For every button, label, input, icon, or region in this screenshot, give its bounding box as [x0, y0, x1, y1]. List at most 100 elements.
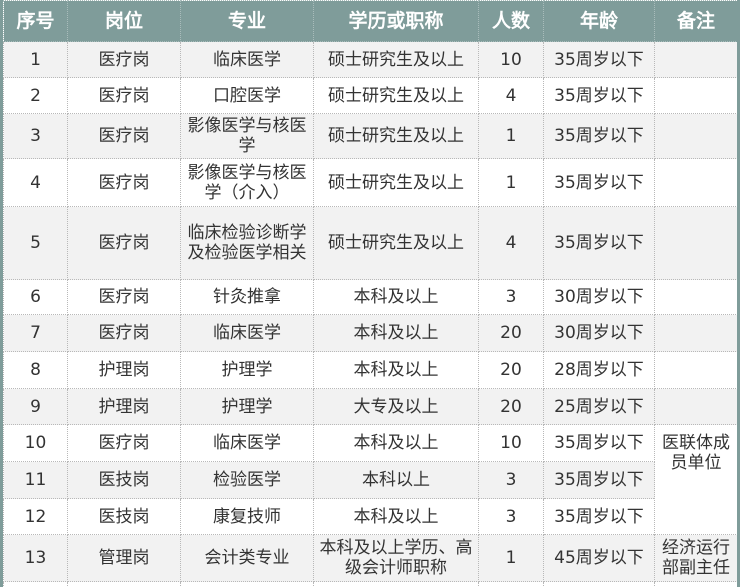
cell-major: 临床医学: [180, 314, 314, 352]
cell-edu: 硕士研究生及以上: [313, 41, 479, 78]
cell-count: 4: [478, 206, 544, 280]
cell-post: 护理岗: [67, 388, 181, 425]
cell-no: 10: [3, 424, 68, 462]
cell-post: 护理岗: [67, 351, 181, 389]
cell-note: [654, 113, 737, 159]
header-count: 人数: [478, 0, 544, 42]
cell-no: 4: [3, 158, 68, 207]
table-row: 3 医疗岗 影像医学与核医学 硕士研究生及以上 1 35周岁以下: [3, 113, 737, 159]
cell-count: 10: [478, 41, 544, 78]
cell-no: 5: [3, 206, 68, 280]
cell-post: 医疗岗: [67, 41, 181, 78]
cell-empty: [180, 581, 314, 587]
cell-major: 会计类专业: [180, 534, 314, 582]
cell-post: 医疗岗: [67, 206, 181, 280]
cell-edu: 本科及以上: [313, 314, 479, 352]
cell-count: 4: [478, 77, 544, 114]
cell-count: 3: [478, 498, 544, 535]
cell-no: 3: [3, 113, 68, 159]
cell-count: 1: [478, 158, 544, 207]
cell-note: [654, 314, 737, 352]
cell-edu: 本科及以上: [313, 351, 479, 389]
table-row: 11 医技岗 检验医学 本科以上 3 35周岁以下: [3, 461, 738, 499]
cell-note: [654, 77, 737, 114]
table-row: 7 医疗岗 临床医学 本科及以上 20 30周岁以下: [3, 314, 737, 352]
header-major: 专业: [180, 0, 314, 42]
cell-no: 12: [3, 498, 68, 535]
cell-age: 35周岁以下: [543, 206, 655, 280]
cell-edu: 本科及以上: [313, 424, 479, 462]
cell-no: 2: [3, 77, 68, 114]
cell-post: 医疗岗: [67, 113, 181, 159]
cell-count: 3: [478, 461, 544, 499]
cell-empty: [3, 581, 68, 587]
table-row: 10 医疗岗 临床医学 本科及以上 10 35周岁以下 医联体成员单位: [3, 424, 737, 535]
cell-age: 35周岁以下: [543, 113, 655, 159]
table-row: 5 医疗岗 临床检验诊断学及检验医学相关 硕士研究生及以上 4 35周岁以下: [3, 206, 737, 280]
cell-edu: 本科及以上: [313, 279, 479, 315]
cell-major: 检验医学: [180, 461, 314, 499]
cell-no: 8: [3, 351, 68, 389]
cell-edu: 硕士研究生及以上: [313, 158, 479, 207]
table-row: 1 医疗岗 临床医学 硕士研究生及以上 10 35周岁以下: [3, 41, 737, 78]
cell-post: 医疗岗: [67, 158, 181, 207]
cell-edu: 本科及以上: [313, 498, 479, 535]
cell-age: 28周岁以下: [543, 351, 655, 389]
cell-edu: 硕士研究生及以上: [313, 113, 479, 159]
cell-empty: [543, 581, 655, 587]
cell-age: 30周岁以下: [543, 279, 655, 315]
cell-age: 45周岁以下: [543, 534, 655, 582]
cell-note: [654, 388, 737, 425]
cell-note: [654, 41, 737, 78]
table-row: 9 护理岗 护理学 大专及以上 20 25周岁以下: [3, 388, 737, 425]
cell-no: 9: [3, 388, 68, 425]
cell-count: 1: [478, 534, 544, 582]
cell-count: 10: [478, 424, 544, 462]
cell-age: 25周岁以下: [543, 388, 655, 425]
header-post: 岗位: [67, 0, 181, 42]
cell-empty: [67, 581, 181, 587]
cell-major: 临床医学: [180, 424, 314, 462]
cell-age: 35周岁以下: [543, 424, 655, 462]
table-row: 13 管理岗 会计类专业 本科及以上学历、高级会计师职称 1 45周岁以下 经济运行部副主任: [3, 534, 737, 582]
cell-major: 护理学: [180, 351, 314, 389]
cell-major: 针灸推拿: [180, 279, 314, 315]
cell-note: 医联体成员单位: [654, 424, 737, 535]
cell-age: 35周岁以下: [543, 77, 655, 114]
cell-note: [654, 279, 737, 315]
cell-major: 影像医学与核医学（介入）: [180, 158, 314, 207]
cell-post: 医疗岗: [67, 424, 181, 462]
table-row: 6 医疗岗 针灸推拿 本科及以上 3 30周岁以下: [3, 279, 737, 315]
cell-note: [654, 351, 737, 389]
cell-major: 康复技师: [180, 498, 314, 535]
cell-no: 6: [3, 279, 68, 315]
cell-major: 临床医学: [180, 41, 314, 78]
cell-empty: [478, 581, 544, 587]
cell-no: 1: [3, 41, 68, 78]
table-row: [3, 581, 737, 587]
header-note: 备注: [654, 0, 737, 42]
cell-empty: [313, 581, 479, 587]
cell-edu: 本科以上: [313, 461, 479, 499]
recruitment-table: 序号 岗位 专业 学历或职称 人数 年龄 备注 1 医疗岗 临床医学 硕士研究生及以上…: [3, 0, 738, 587]
cell-major: 临床检验诊断学及检验医学相关: [180, 206, 314, 280]
cell-post: 医疗岗: [67, 77, 181, 114]
cell-edu: 大专及以上: [313, 388, 479, 425]
cell-major: 口腔医学: [180, 77, 314, 114]
table-row: 4 医疗岗 影像医学与核医学（介入） 硕士研究生及以上 1 35周岁以下: [3, 158, 737, 207]
table-row: 12 医技岗 康复技师 本科及以上 3 35周岁以下: [3, 498, 738, 535]
cell-no: 11: [3, 461, 68, 499]
cell-age: 35周岁以下: [543, 461, 655, 499]
cell-empty: [654, 581, 737, 587]
cell-post: 医技岗: [67, 498, 181, 535]
cell-no: 7: [3, 314, 68, 352]
cell-age: 35周岁以下: [543, 41, 655, 78]
cell-post: 医疗岗: [67, 279, 181, 315]
cell-count: 20: [478, 351, 544, 389]
cell-count: 1: [478, 113, 544, 159]
cell-note: 经济运行部副主任: [654, 534, 737, 582]
cell-edu: 硕士研究生及以上: [313, 77, 479, 114]
cell-count: 20: [478, 388, 544, 425]
cell-age: 30周岁以下: [543, 314, 655, 352]
cell-post: 医技岗: [67, 461, 181, 499]
